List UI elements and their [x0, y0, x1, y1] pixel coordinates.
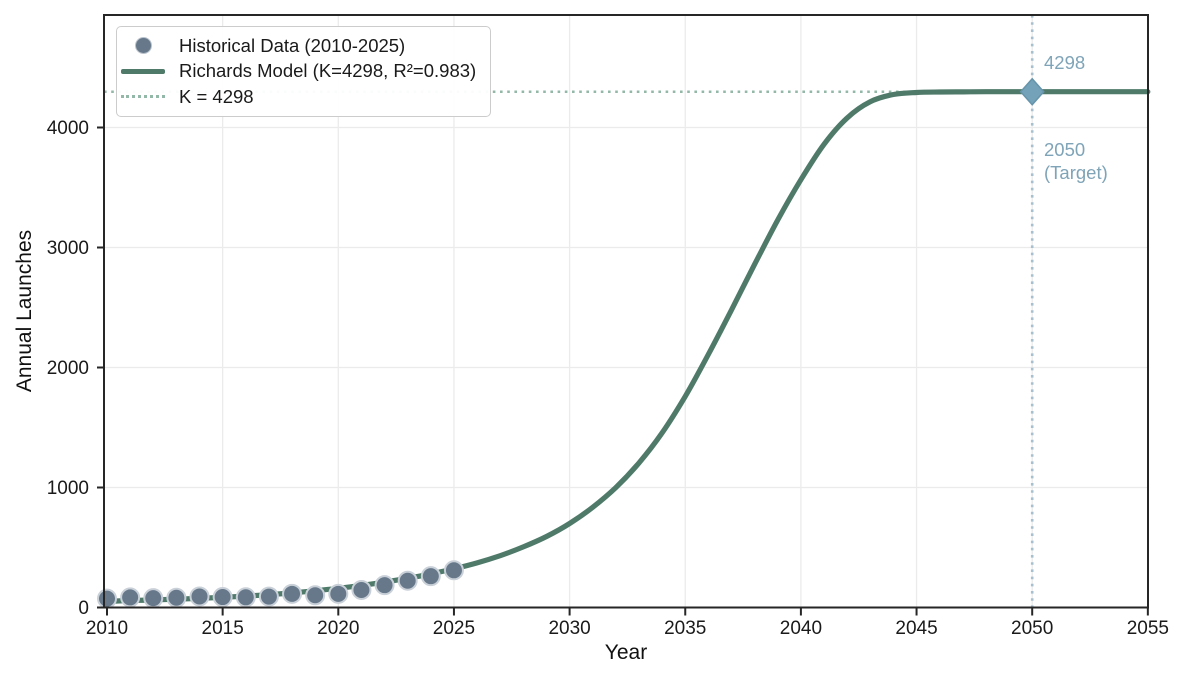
legend-item-capacity: K = 4298: [120, 84, 476, 110]
legend-key-area: [120, 68, 166, 74]
plot-border: [103, 14, 1149, 609]
legend-item-model: Richards Model (K=4298, R²=0.983): [120, 59, 476, 85]
legend-label-model: Richards Model (K=4298, R²=0.983): [179, 60, 477, 82]
richards-model-curve: [102, 89, 1151, 605]
y-tick-label: 3000: [47, 238, 89, 259]
legend-key-area: [120, 37, 166, 55]
x-tick-label: 2050: [1011, 618, 1053, 639]
data-point: [97, 588, 117, 609]
target-annotation: 2050 (Target): [1044, 138, 1108, 184]
dotted-line-icon: [121, 95, 165, 99]
x-tick-label: 2030: [548, 618, 590, 639]
target-diamond-marker: [1019, 77, 1045, 106]
x-tick-label: 2045: [895, 618, 937, 639]
data-point: [397, 570, 418, 591]
x-axis-label: Year: [604, 641, 648, 664]
legend-item-historical: Historical Data (2010-2025): [120, 33, 476, 59]
x-tick-label: 2010: [86, 618, 128, 639]
target-note-text: (Target): [1044, 162, 1108, 183]
data-point: [166, 587, 187, 608]
data-point: [328, 583, 349, 604]
y-tick-label: 1000: [47, 478, 89, 499]
x-tick-label: 2025: [433, 618, 475, 639]
y-axis-label: Annual Launches: [13, 229, 36, 393]
data-point: [120, 587, 141, 608]
y-tick-label: 2000: [47, 358, 89, 379]
data-point: [212, 587, 233, 608]
data-point: [258, 586, 279, 607]
data-point: [143, 588, 164, 609]
y-tick-label: 0: [78, 598, 89, 619]
data-point: [235, 587, 256, 608]
legend-box: Historical Data (2010-2025) Richards Mod…: [116, 26, 492, 117]
target-year-text: 2050: [1044, 139, 1086, 160]
capacity-annotation: 4298: [1044, 52, 1086, 73]
legend-key-area: [120, 95, 166, 99]
legend-label-historical: Historical Data (2010-2025): [179, 34, 406, 56]
x-tick-label: 2035: [664, 618, 706, 639]
data-point: [443, 560, 464, 581]
legend-label-capacity: K = 4298: [179, 85, 254, 107]
x-tick-label: 2055: [1127, 618, 1169, 639]
x-tick-label: 2020: [317, 618, 359, 639]
data-point: [282, 583, 303, 604]
solid-line-icon: [121, 68, 165, 74]
x-tick-label: 2040: [780, 618, 822, 639]
data-point: [189, 586, 210, 607]
data-point: [374, 575, 395, 596]
scatter-marker-icon: [134, 37, 152, 55]
data-point: [305, 585, 326, 606]
x-tick-label: 2015: [202, 618, 244, 639]
data-point: [351, 579, 372, 600]
data-point: [420, 566, 441, 587]
y-tick-label: 4000: [47, 118, 89, 139]
